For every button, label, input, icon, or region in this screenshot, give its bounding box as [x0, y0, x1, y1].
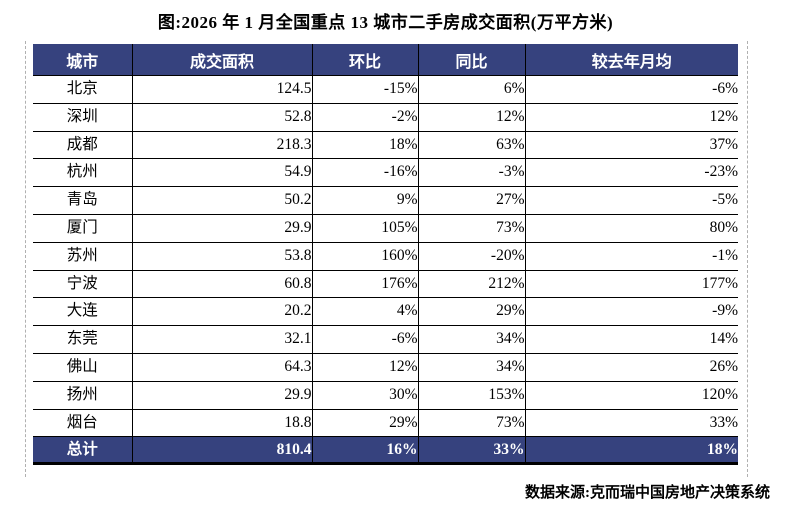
area-cell: 20.2: [131, 297, 313, 327]
area-cell: 54.9: [131, 158, 313, 188]
mom-cell: -2%: [311, 102, 419, 132]
area-cell: 29.9: [131, 213, 313, 243]
avg-cell: 80%: [524, 213, 738, 243]
avg-cell: -23%: [524, 158, 738, 188]
avg-cell: -1%: [524, 241, 738, 271]
mom-cell: 105%: [311, 213, 419, 243]
table-row: 厦门 29.9 105% 73% 80%: [33, 213, 738, 243]
avg-cell: 14%: [524, 325, 738, 354]
total-label: 总计: [33, 436, 133, 466]
total-row: 总计 810.4 16% 33% 18%: [33, 436, 738, 466]
mom-cell: -15%: [311, 75, 419, 104]
yoy-cell: 27%: [417, 186, 526, 215]
city-cell: 厦门: [33, 213, 133, 243]
mom-cell: 12%: [311, 352, 419, 382]
city-cell: 大连: [33, 297, 133, 327]
city-cell: 扬州: [33, 380, 133, 410]
avg-cell: 33%: [524, 408, 738, 438]
mom-cell: 18%: [311, 130, 419, 160]
city-cell: 成都: [33, 130, 133, 160]
yoy-cell: -20%: [417, 241, 526, 271]
city-cell: 东莞: [33, 325, 133, 354]
avg-cell: 120%: [524, 380, 738, 410]
area-cell: 53.8: [131, 241, 313, 271]
table-row: 深圳 52.8 -2% 12% 12%: [33, 102, 738, 132]
table-row: 扬州 29.9 30% 153% 120%: [33, 380, 738, 410]
city-cell: 深圳: [33, 102, 133, 132]
yoy-cell: 6%: [417, 75, 526, 104]
city-transactions-table: 城市 成交面积 环比 同比 较去年月均 北京 124.5 -15% 6% -6% 深圳 52…: [33, 44, 738, 466]
column-header-mom: 环比: [311, 44, 419, 76]
mom-cell: 176%: [311, 269, 419, 299]
avg-cell: 177%: [524, 269, 738, 299]
area-cell: 218.3: [131, 130, 313, 160]
mom-cell: 160%: [311, 241, 419, 271]
table-row: 东莞 32.1 -6% 34% 14%: [33, 325, 738, 354]
avg-cell: 12%: [524, 102, 738, 132]
page-break-line-right: [747, 41, 748, 477]
city-cell: 北京: [33, 75, 133, 104]
table-row: 宁波 60.8 176% 212% 177%: [33, 269, 738, 299]
area-cell: 52.8: [131, 102, 313, 132]
page-break-line-left: [25, 41, 26, 477]
yoy-cell: 73%: [417, 408, 526, 438]
column-header-yoy: 同比: [417, 44, 526, 76]
area-cell: 64.3: [131, 352, 313, 382]
yoy-cell: 73%: [417, 213, 526, 243]
total-yoy-cell: 33%: [417, 436, 526, 466]
yoy-cell: -3%: [417, 158, 526, 188]
column-header-avg: 较去年月均: [524, 44, 738, 76]
column-header-city: 城市: [33, 44, 133, 76]
page-title: 图:2026 年 1 月全国重点 13 城市二手房成交面积(万平方米): [157, 13, 614, 32]
table-row: 杭州 54.9 -16% -3% -23%: [33, 158, 738, 188]
area-cell: 124.5: [131, 75, 313, 104]
data-source: 数据来源:克而瑞中国房地产决策系统: [525, 485, 770, 501]
area-cell: 50.2: [131, 186, 313, 215]
area-cell: 32.1: [131, 325, 313, 354]
city-cell: 青岛: [33, 186, 133, 215]
city-cell: 宁波: [33, 269, 133, 299]
yoy-cell: 212%: [417, 269, 526, 299]
total-avg-cell: 18%: [524, 436, 738, 466]
yoy-cell: 29%: [417, 297, 526, 327]
table-row: 大连 20.2 4% 29% -9%: [33, 297, 738, 327]
column-header-area: 成交面积: [131, 44, 313, 76]
avg-cell: 37%: [524, 130, 738, 160]
mom-cell: 30%: [311, 380, 419, 410]
avg-cell: -5%: [524, 186, 738, 215]
city-cell: 苏州: [33, 241, 133, 271]
mom-cell: 4%: [311, 297, 419, 327]
mom-cell: 29%: [311, 408, 419, 438]
table-row: 苏州 53.8 160% -20% -1%: [33, 241, 738, 271]
avg-cell: -6%: [524, 75, 738, 104]
table-row: 成都 218.3 18% 63% 37%: [33, 130, 738, 160]
area-cell: 29.9: [131, 380, 313, 410]
avg-cell: 26%: [524, 352, 738, 382]
table-row: 北京 124.5 -15% 6% -6%: [33, 75, 738, 104]
yoy-cell: 34%: [417, 325, 526, 354]
table-row: 青岛 50.2 9% 27% -5%: [33, 186, 738, 215]
table-row: 烟台 18.8 29% 73% 33%: [33, 408, 738, 438]
area-cell: 60.8: [131, 269, 313, 299]
mom-cell: -6%: [311, 325, 419, 354]
header-row: 城市 成交面积 环比 同比 较去年月均: [33, 44, 738, 76]
total-area-cell: 810.4: [131, 436, 313, 466]
yoy-cell: 153%: [417, 380, 526, 410]
yoy-cell: 63%: [417, 130, 526, 160]
mom-cell: 9%: [311, 186, 419, 215]
city-cell: 佛山: [33, 352, 133, 382]
avg-cell: -9%: [524, 297, 738, 327]
table-row: 佛山 64.3 12% 34% 26%: [33, 352, 738, 382]
yoy-cell: 34%: [417, 352, 526, 382]
table-body: 北京 124.5 -15% 6% -6% 深圳 52.8 -2% 12% 12% 成都 218.3 18…: [33, 75, 738, 438]
city-cell: 烟台: [33, 408, 133, 438]
area-cell: 18.8: [131, 408, 313, 438]
city-cell: 杭州: [33, 158, 133, 188]
mom-cell: -16%: [311, 158, 419, 188]
total-mom-cell: 16%: [311, 436, 419, 466]
yoy-cell: 12%: [417, 102, 526, 132]
